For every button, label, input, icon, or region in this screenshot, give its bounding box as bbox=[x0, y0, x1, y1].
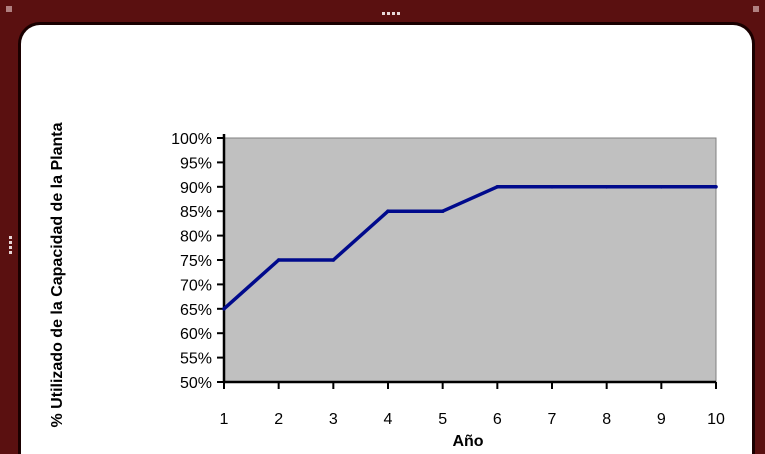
x-tick-label: 8 bbox=[602, 411, 611, 428]
y-axis-ticks: 50% 55% 60% 65% 70% 75% 80% 85% 90% 95% 100% bbox=[171, 131, 224, 392]
series-line bbox=[222, 185, 716, 311]
top-drag-handle[interactable] bbox=[376, 12, 406, 18]
x-tick-label: 10 bbox=[707, 411, 725, 428]
y-tick-label: 100% bbox=[171, 131, 212, 148]
y-tick-label: 90% bbox=[180, 180, 212, 197]
data-point bbox=[331, 258, 336, 262]
x-tick-label: 1 bbox=[220, 411, 229, 428]
y-tick-label: 75% bbox=[180, 253, 212, 270]
y-tick-label: 50% bbox=[180, 375, 212, 392]
data-point bbox=[386, 209, 390, 213]
left-drag-handle[interactable] bbox=[7, 236, 13, 258]
x-tick-label: 9 bbox=[657, 411, 666, 428]
data-point bbox=[222, 307, 226, 311]
x-axis-ticks: 1 2 3 4 5 6 7 8 9 10 bbox=[220, 382, 725, 428]
y-axis-title: % Utilizado de la Capacidad de la Planta bbox=[49, 122, 66, 427]
frame-corner-top-right bbox=[753, 6, 759, 12]
plot-area-group bbox=[222, 134, 717, 384]
x-tick-label: 2 bbox=[274, 411, 283, 428]
x-tick-label: 7 bbox=[548, 411, 557, 428]
x-tick-label: 6 bbox=[493, 411, 502, 428]
data-point bbox=[659, 185, 664, 189]
x-axis-title: Año bbox=[452, 433, 483, 450]
data-point bbox=[495, 185, 500, 189]
y-tick-label: 85% bbox=[180, 204, 212, 221]
data-point bbox=[550, 185, 554, 189]
series-group bbox=[222, 185, 718, 311]
x-tick-label: 3 bbox=[329, 411, 338, 428]
y-tick-label: 65% bbox=[180, 302, 212, 319]
y-tick-label: 70% bbox=[180, 277, 212, 294]
y-tick-label: 80% bbox=[180, 229, 212, 246]
x-tick-label: 4 bbox=[384, 411, 393, 428]
x-tick-label: 5 bbox=[438, 411, 447, 428]
y-tick-label: 55% bbox=[180, 351, 212, 368]
data-point bbox=[440, 209, 445, 213]
data-point bbox=[276, 258, 281, 262]
frame-corner-top-left bbox=[6, 6, 12, 12]
y-tick-label: 60% bbox=[180, 326, 212, 343]
y-tick-label: 95% bbox=[180, 155, 212, 172]
data-point bbox=[604, 185, 609, 189]
data-point bbox=[714, 185, 718, 189]
